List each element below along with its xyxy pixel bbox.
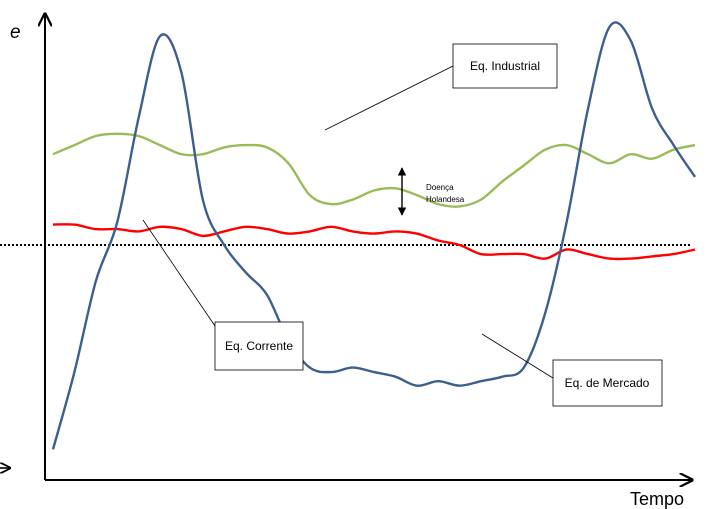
callout-label-corrente: Eq. Corrente <box>225 339 293 353</box>
y-axis-title: e <box>10 22 21 43</box>
callout-box-mercado <box>552 359 663 407</box>
series-line-eq-industrial <box>52 132 696 208</box>
series-line-eq-corrente <box>52 223 696 261</box>
callout-line-corrente <box>142 219 216 327</box>
doenca-holandesa-label-1: Doença <box>426 183 454 192</box>
series-line-eq-de-mercado <box>51 21 696 450</box>
x-axis-title: Tempo <box>630 489 684 509</box>
callout-label-mercado: Eq. de Mercado <box>565 376 650 390</box>
doenca-holandesa-label-2: Holandesa <box>426 195 465 204</box>
callout-line-industrial <box>324 65 454 131</box>
callout-box-industrial <box>452 43 558 89</box>
callout-line-mercado <box>481 333 554 379</box>
callout-box-corrente <box>214 321 304 371</box>
callout-label-industrial: Eq. Industrial <box>470 59 540 73</box>
